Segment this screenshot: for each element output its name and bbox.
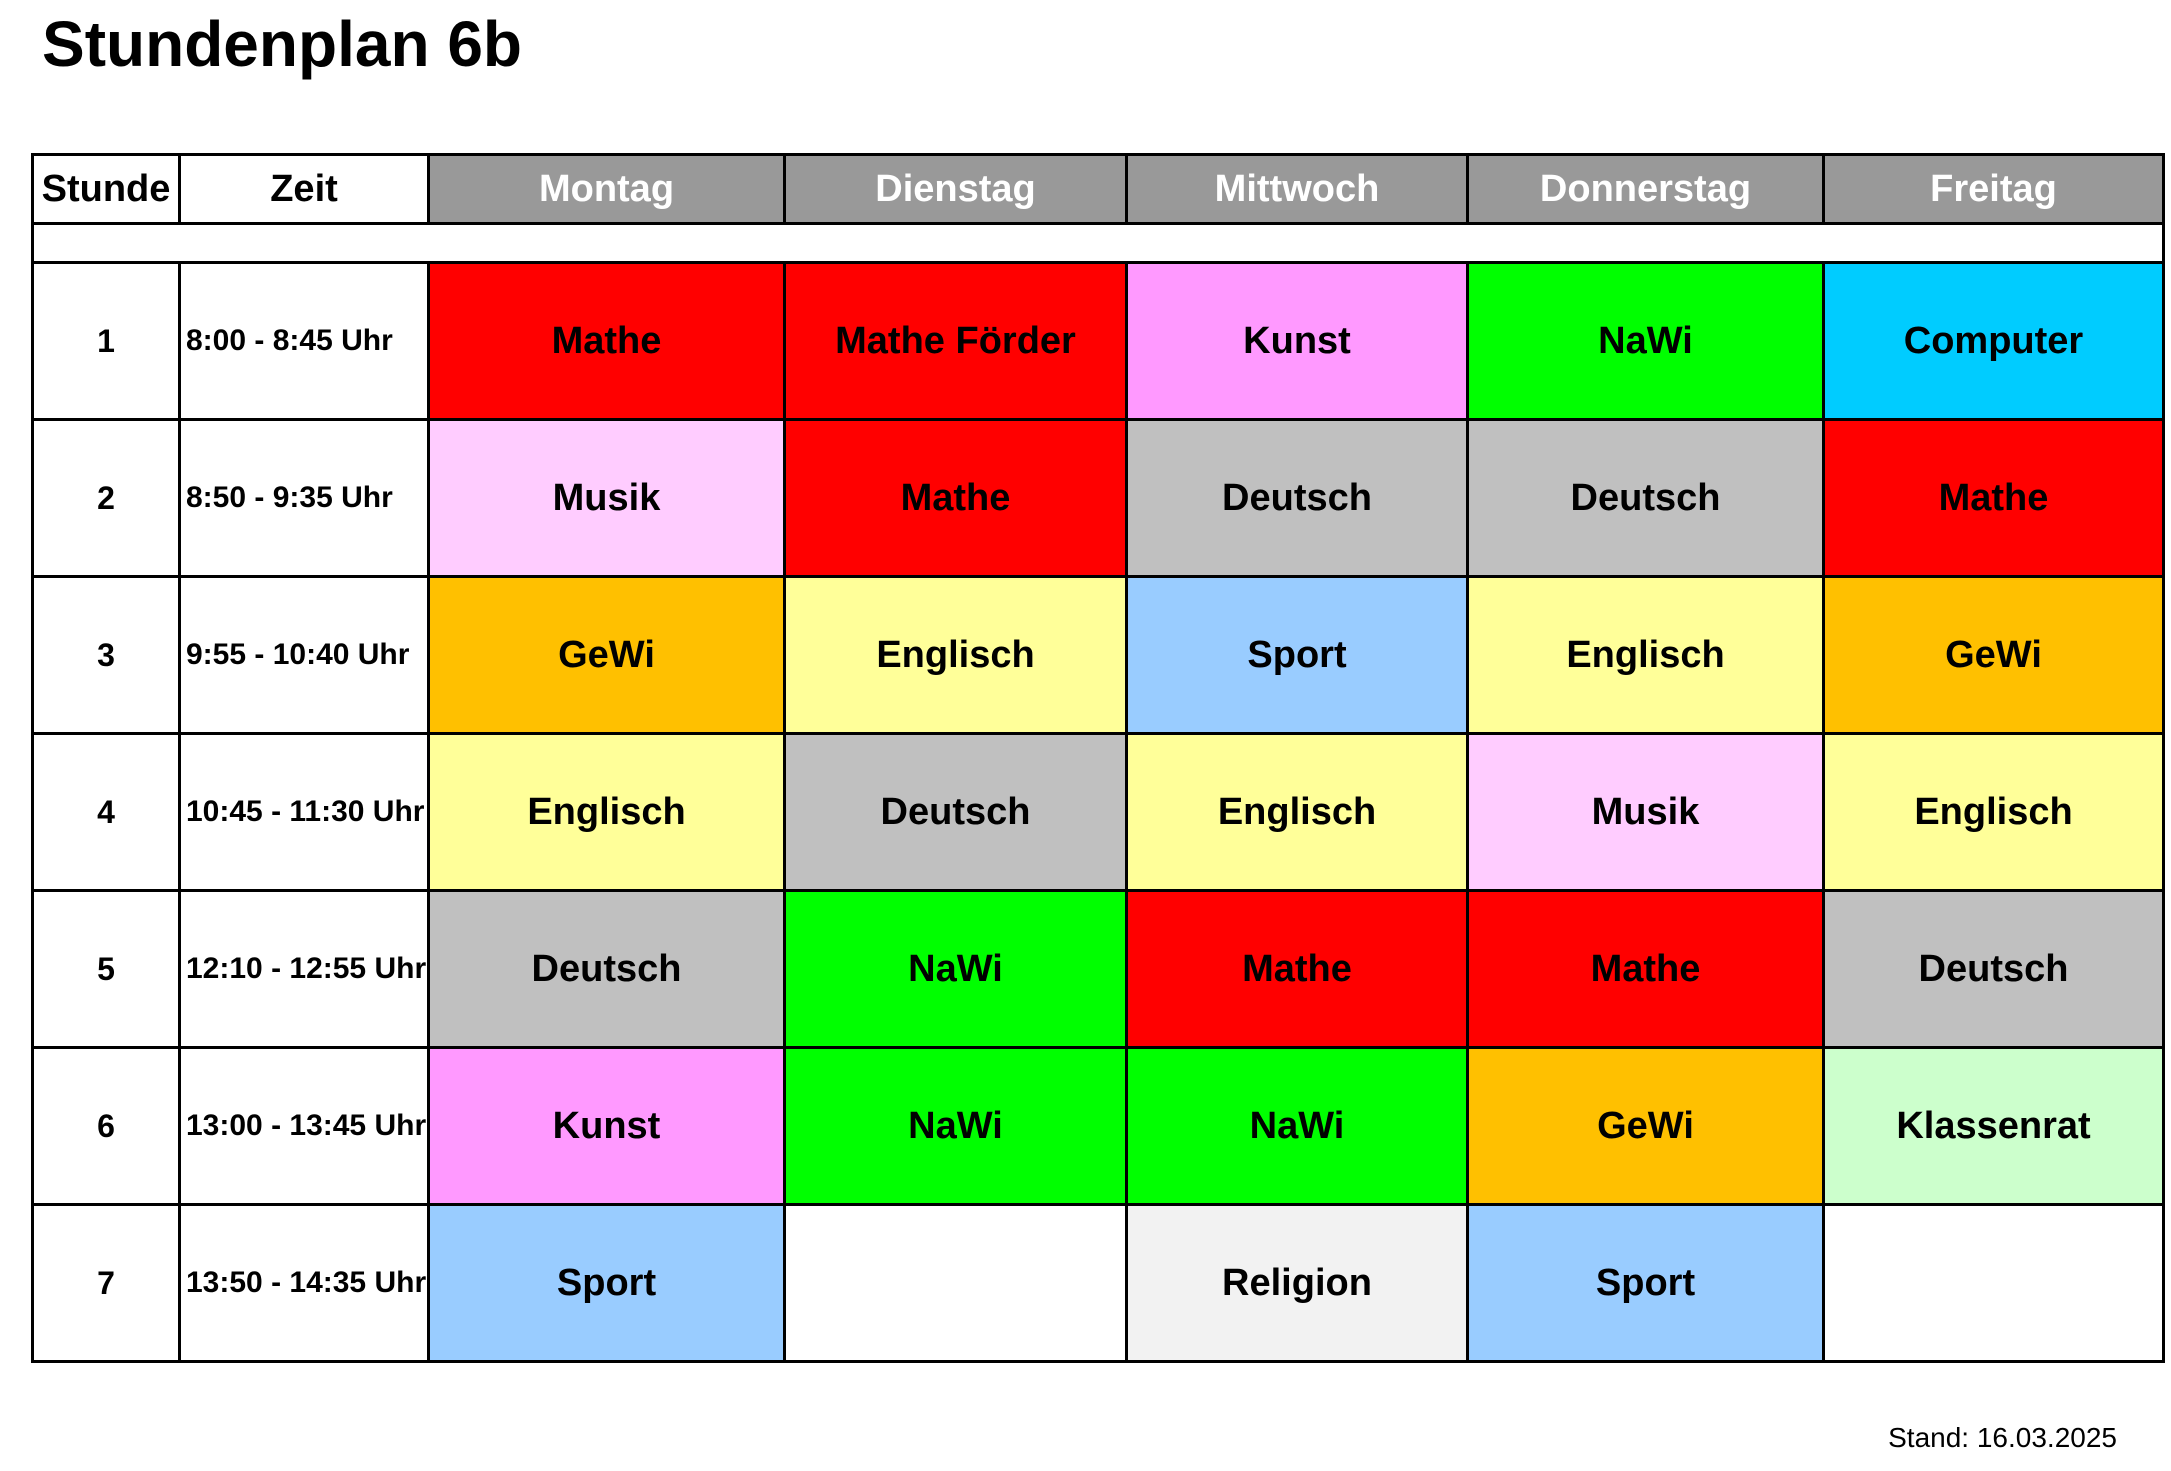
spacer-cell xyxy=(31,222,2165,264)
period-time: 9:55 - 10:40 Uhr xyxy=(178,575,430,735)
timetable: Stunde Zeit Montag Dienstag Mittwoch Don… xyxy=(31,153,2165,1363)
lesson-cell-freitag: Computer xyxy=(1822,261,2165,421)
lesson-cell-mittwoch: Kunst xyxy=(1125,261,1469,421)
lesson-cell-dienstag: Mathe Förder xyxy=(783,261,1128,421)
lesson-cell-mittwoch: Religion xyxy=(1125,1203,1469,1363)
period-time: 8:50 - 9:35 Uhr xyxy=(178,418,430,578)
period-number: 4 xyxy=(31,732,181,892)
period-time: 8:00 - 8:45 Uhr xyxy=(178,261,430,421)
header-day-donnerstag: Donnerstag xyxy=(1466,153,1825,225)
lesson-cell-donnerstag: NaWi xyxy=(1466,261,1825,421)
lesson-cell-freitag xyxy=(1822,1203,2165,1363)
lesson-cell-dienstag: NaWi xyxy=(783,1046,1128,1206)
lesson-cell-donnerstag: Sport xyxy=(1466,1203,1825,1363)
lesson-cell-freitag: GeWi xyxy=(1822,575,2165,735)
lesson-cell-donnerstag: Deutsch xyxy=(1466,418,1825,578)
lesson-cell-mittwoch: NaWi xyxy=(1125,1046,1469,1206)
period-number: 5 xyxy=(31,889,181,1049)
header-stunde: Stunde xyxy=(31,153,181,225)
header-day-montag: Montag xyxy=(427,153,786,225)
period-number: 3 xyxy=(31,575,181,735)
lesson-row: 2 8:50 - 9:35 Uhr Musik Mathe Deutsch Deutsch… xyxy=(31,418,2165,578)
lesson-cell-mittwoch: Mathe xyxy=(1125,889,1469,1049)
lesson-cell-freitag: Mathe xyxy=(1822,418,2165,578)
lesson-cell-freitag: Deutsch xyxy=(1822,889,2165,1049)
period-time: 13:50 - 14:35 Uhr xyxy=(178,1203,430,1363)
lesson-row: 7 13:50 - 14:35 Uhr Sport Religion Sport xyxy=(31,1203,2165,1363)
period-number: 2 xyxy=(31,418,181,578)
lesson-cell-montag: Deutsch xyxy=(427,889,786,1049)
lesson-cell-montag: GeWi xyxy=(427,575,786,735)
lesson-cell-donnerstag: Musik xyxy=(1466,732,1825,892)
lesson-cell-mittwoch: Deutsch xyxy=(1125,418,1469,578)
lesson-cell-montag: Kunst xyxy=(427,1046,786,1206)
period-time: 12:10 - 12:55 Uhr xyxy=(178,889,430,1049)
lesson-cell-dienstag: Mathe xyxy=(783,418,1128,578)
header-day-freitag: Freitag xyxy=(1822,153,2165,225)
lesson-cell-dienstag: Deutsch xyxy=(783,732,1128,892)
lesson-cell-dienstag: NaWi xyxy=(783,889,1128,1049)
period-number: 7 xyxy=(31,1203,181,1363)
lesson-cell-dienstag: Englisch xyxy=(783,575,1128,735)
period-number: 1 xyxy=(31,261,181,421)
header-row: Stunde Zeit Montag Dienstag Mittwoch Don… xyxy=(31,153,2165,225)
period-number: 6 xyxy=(31,1046,181,1206)
period-time: 10:45 - 11:30 Uhr xyxy=(178,732,430,892)
stand-date: Stand: 16.03.2025 xyxy=(1888,1422,2117,1453)
lesson-cell-montag: Sport xyxy=(427,1203,786,1363)
lesson-cell-montag: Englisch xyxy=(427,732,786,892)
lesson-cell-freitag: Englisch xyxy=(1822,732,2165,892)
page-title: Stundenplan 6b xyxy=(42,8,522,80)
lesson-cell-dienstag xyxy=(783,1203,1128,1363)
lesson-row: 5 12:10 - 12:55 Uhr Deutsch NaWi Mathe Mathe D… xyxy=(31,889,2165,1049)
lesson-cell-donnerstag: GeWi xyxy=(1466,1046,1825,1206)
header-zeit: Zeit xyxy=(178,153,430,225)
lesson-cell-donnerstag: Englisch xyxy=(1466,575,1825,735)
header-day-mittwoch: Mittwoch xyxy=(1125,153,1469,225)
period-time: 13:00 - 13:45 Uhr xyxy=(178,1046,430,1206)
lesson-row: 4 10:45 - 11:30 Uhr Englisch Deutsch Englisc… xyxy=(31,732,2165,892)
lesson-cell-montag: Mathe xyxy=(427,261,786,421)
lesson-cell-montag: Musik xyxy=(427,418,786,578)
lesson-row: 1 8:00 - 8:45 Uhr Mathe Mathe Förder Kunst Na… xyxy=(31,261,2165,421)
lesson-cell-mittwoch: Sport xyxy=(1125,575,1469,735)
lesson-cell-donnerstag: Mathe xyxy=(1466,889,1825,1049)
lesson-cell-freitag: Klassenrat xyxy=(1822,1046,2165,1206)
lesson-cell-mittwoch: Englisch xyxy=(1125,732,1469,892)
lesson-row: 6 13:00 - 13:45 Uhr Kunst NaWi NaWi GeWi Klass… xyxy=(31,1046,2165,1206)
spacer-row xyxy=(31,222,2165,264)
header-day-dienstag: Dienstag xyxy=(783,153,1128,225)
lesson-row: 3 9:55 - 10:40 Uhr GeWi Englisch Sport Englis… xyxy=(31,575,2165,735)
